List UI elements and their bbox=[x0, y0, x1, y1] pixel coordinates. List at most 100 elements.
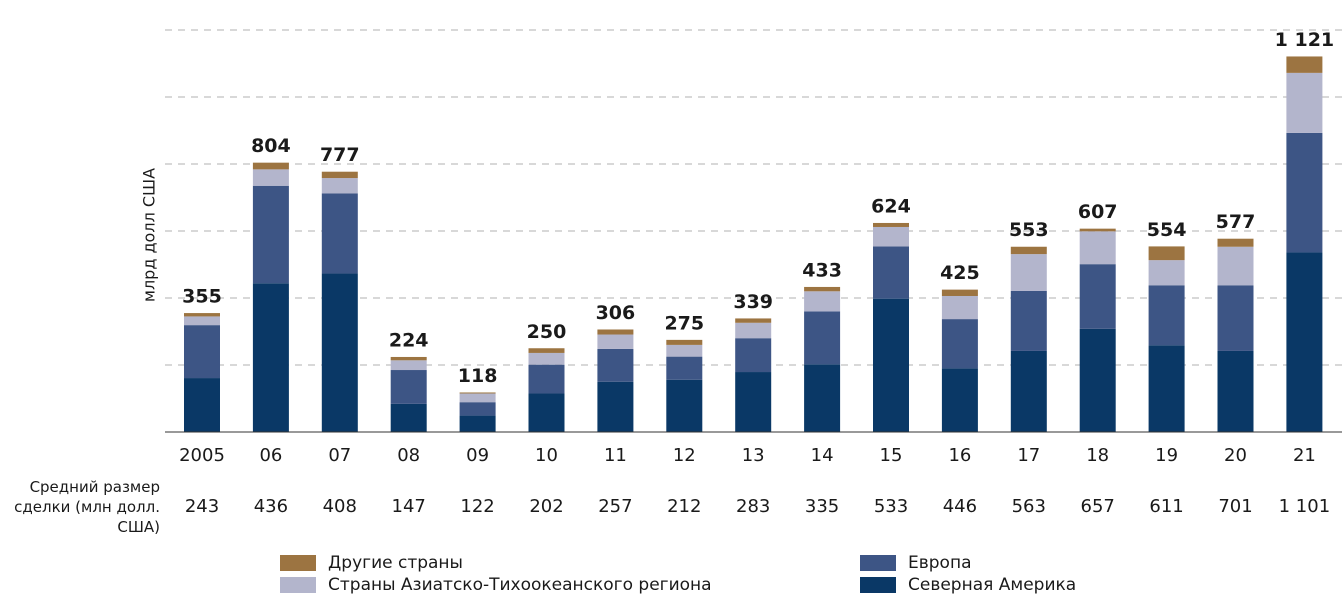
deal-size-value: 147 bbox=[392, 496, 426, 517]
total-label: 250 bbox=[527, 321, 567, 343]
x-tick-label: 06 bbox=[259, 445, 282, 466]
x-tick-label: 10 bbox=[535, 445, 558, 466]
bar-segment bbox=[459, 393, 496, 403]
bar-segment bbox=[528, 364, 565, 394]
bar-segment bbox=[1217, 350, 1254, 432]
deal-size-value: 611 bbox=[1149, 496, 1183, 517]
deal-size-value: 563 bbox=[1012, 496, 1046, 517]
x-tick-label: 16 bbox=[948, 445, 971, 466]
bar-segment bbox=[873, 246, 909, 299]
legend-swatch bbox=[280, 555, 316, 571]
bar-segment bbox=[735, 318, 772, 323]
bar-segment bbox=[321, 178, 358, 194]
bar-segment bbox=[390, 360, 427, 371]
legend-swatch bbox=[860, 577, 896, 593]
deal-size-label: Средний размер сделки (млн долл. США) bbox=[14, 478, 160, 536]
bar-segment bbox=[1079, 264, 1116, 329]
x-tick-label: 19 bbox=[1155, 445, 1178, 466]
total-label: 425 bbox=[940, 262, 980, 284]
bar-segment bbox=[1217, 285, 1254, 351]
bar-segment bbox=[390, 403, 427, 432]
bar-segment bbox=[528, 393, 565, 432]
bar-segment bbox=[184, 378, 220, 432]
total-label: 554 bbox=[1147, 219, 1187, 241]
bar-segment bbox=[252, 169, 289, 186]
bar-segment bbox=[941, 319, 978, 369]
deal-size-value: 657 bbox=[1081, 496, 1115, 517]
legend-label: Другие страны bbox=[328, 553, 463, 573]
bar-segment bbox=[597, 329, 634, 335]
bar-segment bbox=[528, 352, 565, 365]
x-tick-label: 20 bbox=[1224, 445, 1247, 466]
y-axis-label: млрд долл США bbox=[140, 168, 159, 302]
bar-segment bbox=[1217, 246, 1254, 286]
bar-segment bbox=[597, 348, 634, 382]
bar-segment bbox=[804, 291, 841, 312]
total-label: 118 bbox=[458, 365, 498, 387]
bar-segment bbox=[1286, 56, 1323, 73]
deal-size-value: 1 101 bbox=[1279, 496, 1331, 517]
bar-segment bbox=[252, 283, 289, 432]
bar-segment bbox=[184, 325, 220, 379]
total-label: 607 bbox=[1078, 201, 1118, 223]
deal-size-value: 335 bbox=[805, 496, 839, 517]
bar-segment bbox=[1286, 72, 1323, 133]
bar-segment bbox=[941, 295, 978, 320]
bar-segment bbox=[252, 185, 289, 284]
legend-label: Европа bbox=[908, 553, 971, 573]
bar-segment bbox=[804, 364, 841, 432]
legend-swatch bbox=[860, 555, 896, 571]
x-tick-label: 09 bbox=[466, 445, 489, 466]
x-tick-label: 21 bbox=[1293, 445, 1316, 466]
bar-segment bbox=[1286, 252, 1323, 432]
total-label: 777 bbox=[320, 144, 360, 166]
bar-segment bbox=[666, 339, 703, 345]
bar-segment bbox=[1010, 350, 1047, 432]
legend-label: Страны Азиатско-Тихоокеанского региона bbox=[328, 575, 712, 595]
bar-segment bbox=[941, 289, 978, 296]
bar-segment bbox=[1079, 328, 1116, 432]
total-label: 306 bbox=[596, 302, 636, 324]
bar-segment bbox=[804, 311, 841, 365]
bar-segment bbox=[321, 273, 358, 432]
deal-size-value: 436 bbox=[254, 496, 288, 517]
bar-segment bbox=[873, 222, 909, 227]
bar-segment bbox=[1010, 254, 1047, 291]
x-tick-label: 08 bbox=[397, 445, 420, 466]
bar-segment bbox=[735, 322, 772, 339]
deal-size-value: 533 bbox=[874, 496, 908, 517]
bar-segment bbox=[184, 316, 220, 326]
bar-segment bbox=[1217, 238, 1254, 247]
bar-segment bbox=[597, 381, 634, 432]
x-tick-label: 14 bbox=[811, 445, 834, 466]
x-tick-label: 07 bbox=[328, 445, 351, 466]
bar-segment bbox=[735, 372, 772, 432]
bar-segment bbox=[1148, 260, 1185, 286]
bar-segment bbox=[804, 286, 841, 292]
legend-swatch bbox=[280, 577, 316, 593]
deal-size-value: 122 bbox=[460, 496, 494, 517]
bar-segment bbox=[1010, 290, 1047, 351]
bar-segment bbox=[459, 392, 496, 394]
bar-segment bbox=[873, 226, 909, 247]
x-tick-label: 11 bbox=[604, 445, 627, 466]
x-tick-label: 13 bbox=[742, 445, 765, 466]
deal-size-value: 202 bbox=[529, 496, 563, 517]
bar-segment bbox=[390, 356, 427, 361]
total-label: 275 bbox=[664, 312, 704, 334]
deal-size-value: 212 bbox=[667, 496, 701, 517]
bar-segment bbox=[666, 356, 703, 380]
deal-size-value: 257 bbox=[598, 496, 632, 517]
bar-segment bbox=[459, 415, 496, 432]
legend-label: Северная Америка bbox=[908, 575, 1076, 595]
bar-segment bbox=[390, 370, 427, 404]
bar-segment bbox=[597, 334, 634, 349]
total-label: 339 bbox=[733, 291, 773, 313]
bar-segment bbox=[666, 344, 703, 357]
bar-segment bbox=[1079, 228, 1116, 232]
deal-size-value: 408 bbox=[323, 496, 357, 517]
total-label: 804 bbox=[251, 135, 291, 157]
bar-segment bbox=[941, 368, 978, 432]
